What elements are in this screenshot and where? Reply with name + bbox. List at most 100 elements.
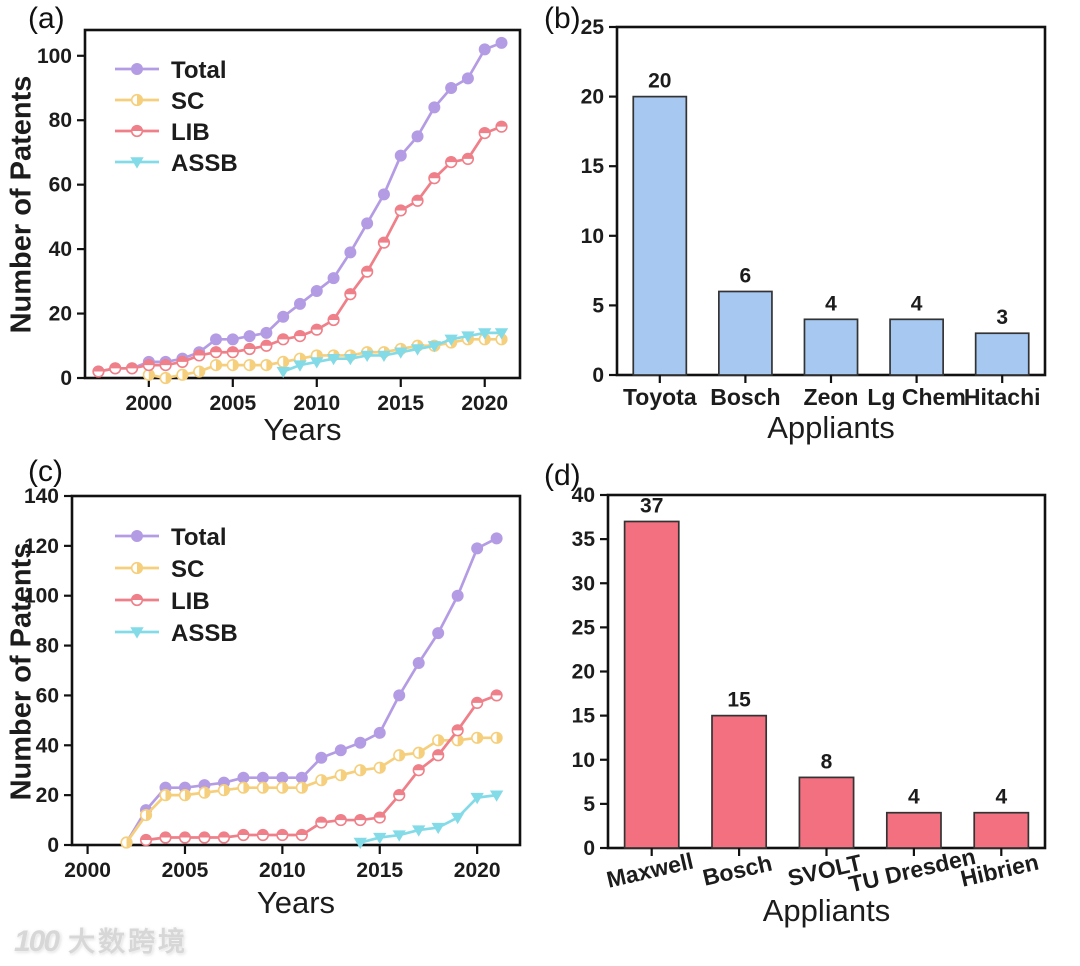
- y-tick-label: 40: [572, 484, 595, 507]
- bar-value-label: 6: [740, 264, 752, 287]
- y-tick-label: 100: [24, 585, 59, 608]
- legend-label-sc: SC: [171, 556, 204, 583]
- x-tick-label: 2000: [64, 859, 111, 882]
- y-tick-label: 40: [36, 734, 59, 757]
- x-tick-label: 2010: [293, 392, 340, 415]
- bar-bosch: [711, 714, 768, 849]
- panel-b: (b) 0 5 10 15 20 25 20 Toyota 6 Bosch 4 Zeon 4 Lg Che…: [540, 0, 1080, 455]
- y-axis-label-a: Number of Patents: [5, 75, 38, 334]
- x-tick-label: 2020: [461, 392, 508, 415]
- y-tick-label: 140: [24, 485, 59, 508]
- legend-label-lib: LIB: [171, 119, 210, 146]
- x-axis-label-a: Years: [263, 412, 342, 447]
- bar-value-label: 4: [995, 786, 1007, 809]
- panel-a: (a) Number of Patents 0 20 40 60 80 100 2000 20…: [0, 0, 540, 455]
- y-tick-label: 100: [37, 45, 72, 68]
- bar-value-label: 4: [911, 292, 923, 315]
- y-tick-label: 25: [581, 16, 605, 39]
- x-tick-label: 2015: [356, 859, 403, 882]
- panel-label-a: (a): [28, 2, 65, 35]
- category-label: Zeon: [804, 384, 859, 410]
- y-axis-label-c: Number of Patents: [5, 542, 38, 801]
- series-line-total: [98, 41, 503, 373]
- bar-tu-dresden: [885, 811, 942, 849]
- y-tick-label: 15: [581, 155, 605, 178]
- bar-hibrien: [973, 811, 1030, 849]
- watermark: 100 大数跨境: [14, 920, 188, 959]
- y-tick-label: 10: [581, 225, 604, 248]
- bar-value-label: 4: [825, 292, 837, 315]
- category-label: Toyota: [623, 384, 697, 410]
- series-line-sc: [148, 337, 502, 380]
- category-label: Hitachi: [964, 384, 1041, 410]
- y-tick-label: 30: [572, 572, 595, 595]
- y-tick-label: 5: [592, 294, 604, 317]
- bar-svolt: [798, 776, 855, 849]
- y-tick-label: 120: [24, 535, 59, 558]
- y-tick-label: 25: [572, 616, 596, 639]
- y-tick-label: 35: [572, 528, 596, 551]
- plot-box: [70, 494, 522, 847]
- bar-value-label: 15: [727, 689, 751, 712]
- bar-zeon: [803, 318, 859, 376]
- x-axis-label-d: Appliants: [762, 893, 891, 928]
- x-tick-label: 2015: [377, 392, 424, 415]
- bar-value-label: 3: [996, 306, 1008, 329]
- y-tick-label: 60: [49, 174, 72, 197]
- panel-label-b: (b): [544, 2, 581, 35]
- y-tick-label: 10: [572, 749, 595, 772]
- x-tick-label: 2005: [162, 859, 209, 882]
- watermark-text: 大数跨境: [68, 927, 189, 957]
- bar-hitachi: [974, 332, 1030, 376]
- y-tick-label: 80: [36, 635, 59, 658]
- x-tick-label: 2000: [125, 392, 172, 415]
- x-tick-label: 2010: [259, 859, 306, 882]
- legend-label-sc: SC: [171, 88, 204, 115]
- bar-maxwell: [623, 520, 680, 849]
- bar-value-label: 20: [648, 70, 671, 93]
- bar-value-label: 4: [908, 786, 920, 809]
- category-label: Maxwell: [604, 848, 696, 893]
- y-tick-label: 0: [60, 367, 72, 390]
- y-tick-label: 20: [36, 784, 59, 807]
- y-tick-label: 0: [47, 834, 59, 857]
- legend-label-assb: ASSB: [171, 620, 238, 647]
- bar-chart-appliants-b: 0 5 10 15 20 25 20 Toyota 6 Bosch 4 Zeon 4 Lg Chem 3 Hi…: [581, 16, 1047, 410]
- y-tick-label: 20: [581, 86, 604, 109]
- bar-lg-chem: [889, 318, 944, 376]
- x-tick-label: 2005: [209, 392, 256, 415]
- y-tick-label: 5: [583, 793, 595, 816]
- category-label: Bosch: [700, 850, 774, 891]
- y-tick-label: 0: [583, 837, 595, 860]
- panel-d: (d) 0 5 10 15 20 25 30 35 40 37 Maxwell 15 Bosch 8 SVO…: [540, 455, 1080, 966]
- y-tick-label: 40: [49, 238, 72, 261]
- bar-value-label: 37: [640, 494, 663, 517]
- y-tick-label: 20: [49, 303, 72, 326]
- panel-c: (c) Number of Patents 0 20 40 60 80 100 120 140…: [0, 455, 540, 966]
- y-tick-label: 60: [36, 684, 59, 707]
- x-axis-label-b: Appliants: [767, 410, 895, 445]
- bar-value-label: 8: [821, 750, 833, 773]
- y-tick-label: 80: [49, 109, 72, 132]
- bar-toyota: [632, 95, 688, 376]
- watermark-logo: 100: [14, 925, 60, 958]
- y-tick-label: 15: [572, 705, 596, 728]
- legend-label-assb: ASSB: [171, 150, 238, 177]
- x-tick-label: 2020: [454, 859, 501, 882]
- legend-label-total: Total: [171, 57, 227, 84]
- bar-bosch: [718, 290, 773, 376]
- y-tick-label: 0: [592, 364, 604, 387]
- category-label: Lg Chem: [867, 384, 965, 410]
- legend-label-total: Total: [171, 524, 227, 551]
- line-chart-patents-a: 0 20 40 60 80 100 2000 2005 2010 2015 2020 Total SC L…: [37, 28, 522, 415]
- y-tick-label: 20: [572, 661, 595, 684]
- plot-box: [83, 28, 522, 380]
- panel-label-d: (d): [544, 459, 581, 492]
- panel-label-c: (c): [28, 455, 63, 488]
- x-axis-label-c: Years: [256, 885, 336, 920]
- category-label: Bosch: [710, 384, 780, 410]
- line-chart-patents-c: 0 20 40 60 80 100 120 140 2000 2005 2010 2015 2020 To…: [24, 485, 522, 882]
- legend-label-lib: LIB: [171, 588, 210, 615]
